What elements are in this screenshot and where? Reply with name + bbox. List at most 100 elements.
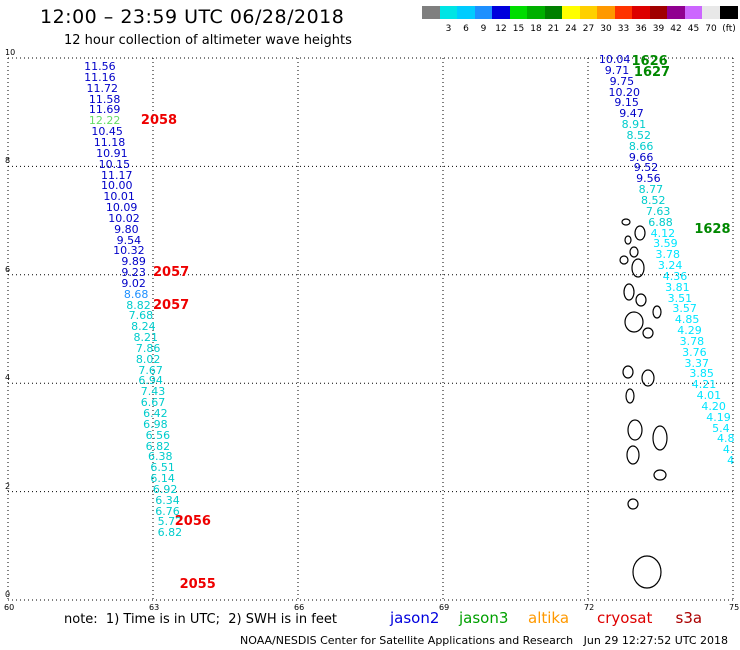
- footer-credit: NOAA/NESDIS Center for Satellite Applica…: [240, 634, 728, 647]
- swh-observation: 8.91: [621, 118, 647, 132]
- swh-observation: 8.02: [135, 352, 161, 366]
- atoll-outline: [652, 425, 668, 451]
- scale-label: 24: [565, 24, 577, 34]
- swh-observation: 6.56: [145, 428, 171, 442]
- atoll-outline: [624, 311, 644, 333]
- longitude-tick: 72: [584, 603, 595, 612]
- scale-swatch: [509, 6, 528, 19]
- swh-observation: 11.16: [84, 70, 116, 84]
- swh-observation: 10.09: [105, 201, 138, 215]
- credit-org: NOAA/NESDIS Center for Satellite Applica…: [240, 634, 574, 647]
- atoll-outline: [635, 293, 647, 307]
- swh-observation: 8.52: [626, 128, 652, 142]
- scale-label: 42: [670, 24, 682, 34]
- swh-observation: 4.29: [677, 324, 702, 338]
- swh-observation: 3.81: [665, 280, 690, 294]
- pass-number-label: 1626: [631, 53, 668, 69]
- swh-observation: 8.21: [133, 331, 159, 345]
- longitude-tick: 66: [294, 603, 305, 612]
- swh-observation: 8.66: [628, 139, 654, 153]
- page-title: 12:00 – 23:59 UTC 06/28/2018: [40, 6, 345, 28]
- swh-observation: 8.52: [641, 194, 666, 207]
- swh-observation: 10.20: [608, 85, 641, 99]
- swh-observation: 7.43: [140, 385, 166, 399]
- scale-label: 15: [512, 24, 525, 34]
- swh-observation: 4.21: [691, 378, 717, 392]
- swh-observation: 12.22: [88, 114, 121, 128]
- swh-observation: 9.75: [609, 74, 635, 88]
- scale-label: 27: [582, 24, 595, 34]
- swh-observation: 6.14: [150, 472, 175, 486]
- scale-swatch: [474, 6, 493, 19]
- scale-swatch: [719, 6, 738, 19]
- pass-number-label: 1627: [633, 64, 671, 80]
- atoll-outline: [627, 498, 639, 510]
- swh-observation: 9.89: [121, 255, 146, 269]
- swh-observation: 10.04: [598, 53, 631, 67]
- swh-observation: 9.02: [121, 276, 146, 290]
- atoll-outline: [632, 555, 662, 589]
- swh-observation: 10.32: [113, 244, 145, 258]
- swh-observation: 6.82: [157, 526, 183, 540]
- swh-observation: 3.76: [682, 345, 707, 359]
- swh-observation: 6.51: [150, 461, 175, 475]
- pass-number-label: 1628: [694, 221, 731, 237]
- scale-swatch: [632, 6, 650, 19]
- scale-label: 6: [463, 24, 469, 34]
- swh-observation: 4: [727, 454, 735, 468]
- swh-observation: 9.56: [636, 172, 661, 186]
- swh-observation: 6.88: [648, 215, 673, 229]
- satellite-jason2: jason2: [390, 609, 440, 627]
- swh-observation: 9.71: [604, 63, 630, 77]
- atoll-outline: [631, 258, 645, 278]
- pass-number-label: 2057: [153, 297, 190, 313]
- scale-swatch: [579, 6, 598, 19]
- swh-observation: 6.67: [140, 396, 166, 410]
- scale-swatch: [562, 6, 580, 19]
- latitude-tick: 8: [5, 156, 11, 166]
- swh-observation: 6.34: [155, 493, 180, 507]
- atoll-outline: [621, 218, 631, 226]
- satellite-s3a: s3a: [675, 609, 703, 627]
- pass-number-label: 2056: [174, 514, 211, 530]
- swh-observation: 11.56: [84, 60, 116, 74]
- scale-label: 30: [600, 24, 612, 34]
- atoll-outline: [626, 445, 640, 465]
- swh-observation: 3.51: [667, 291, 693, 305]
- scale-swatch: [492, 6, 510, 19]
- swh-observation: 6.98: [143, 417, 168, 431]
- scale-swatch: [544, 6, 563, 19]
- scale-label: 33: [617, 24, 630, 34]
- atoll-outline: [634, 225, 646, 241]
- swh-observation: 11.17: [101, 168, 133, 182]
- swh-observation: 6.76: [155, 504, 180, 518]
- scale-label: 36: [635, 24, 647, 34]
- swh-observation: 7.68: [128, 309, 154, 323]
- page-subtitle: 12 hour collection of altimeter wave hei…: [64, 33, 352, 48]
- latitude-tick: 4: [5, 373, 11, 383]
- swh-observation: 9.15: [614, 96, 639, 110]
- swh-observation: 11.69: [88, 103, 121, 117]
- scale-swatch: [667, 6, 685, 19]
- scale-label: 70: [705, 24, 717, 34]
- scale-swatch: [457, 6, 475, 19]
- swh-observation: 11.18: [93, 136, 126, 149]
- atoll-outline: [623, 283, 635, 301]
- swh-observation: 9.80: [114, 222, 139, 236]
- swh-observation: 6.92: [152, 482, 178, 496]
- latitude-tick: 10: [5, 48, 16, 57]
- swh-observation: 4.8: [717, 432, 735, 446]
- atoll-outline: [625, 388, 635, 404]
- longitude-tick: 69: [439, 603, 450, 612]
- swh-observation: 3.37: [684, 356, 710, 370]
- footer-note: note: 1) Time is in UTC; 2) SWH is in fe…: [64, 612, 337, 627]
- swh-observation: 9.54: [116, 233, 142, 247]
- swh-observation: 11.72: [86, 81, 119, 95]
- swh-observation: 10.00: [101, 179, 133, 193]
- swh-observation: 4.20: [701, 399, 726, 413]
- scale-swatch: [702, 6, 720, 19]
- swh-observation: 5.72: [157, 515, 183, 529]
- swh-observation: 8.77: [638, 183, 664, 197]
- scale-label: 9: [480, 24, 487, 34]
